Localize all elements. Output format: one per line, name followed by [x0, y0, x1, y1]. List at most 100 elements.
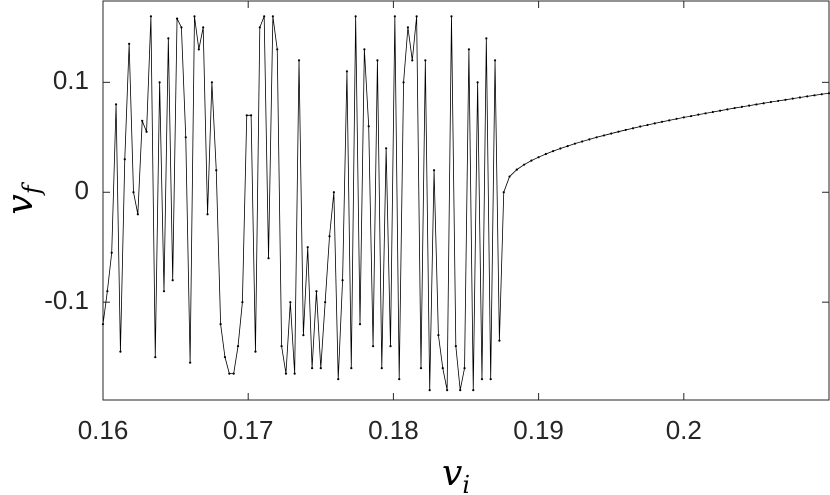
data-point: [697, 113, 700, 116]
data-point: [297, 59, 301, 62]
y-tick-label: -0.1: [44, 285, 89, 315]
data-point: [437, 334, 440, 337]
data-line: [102, 16, 830, 391]
data-point: [385, 147, 388, 150]
data-point: [110, 251, 113, 254]
data-point: [315, 290, 318, 293]
data-point: [123, 158, 126, 161]
data-point: [704, 112, 707, 115]
data-point: [660, 120, 664, 123]
data-point: [740, 105, 743, 108]
data-point: [276, 48, 279, 51]
data-point: [284, 372, 288, 375]
data-point: [411, 59, 414, 62]
data-point: [566, 144, 569, 148]
data-point: [219, 323, 222, 326]
data-point: [467, 48, 471, 51]
data-point: [206, 213, 209, 216]
x-tick-label: 0.16: [78, 415, 129, 445]
data-point: [376, 59, 379, 62]
data-point: [158, 81, 161, 84]
data-point: [552, 150, 555, 153]
data-point: [202, 26, 205, 29]
data-point: [358, 323, 362, 326]
data-point: [119, 350, 122, 353]
data-point: [350, 367, 353, 370]
data-point: [424, 59, 427, 62]
data-point: [106, 290, 109, 293]
data-point: [711, 110, 714, 114]
data-point: [653, 122, 656, 125]
data-point: [581, 140, 584, 143]
data-point: [167, 37, 170, 40]
data-point: [522, 163, 526, 166]
data-point: [101, 323, 105, 326]
data-point: [197, 48, 200, 51]
data-point: [393, 15, 396, 18]
data-point: [450, 15, 453, 18]
data-point: [595, 136, 598, 139]
x-axis-label-main: v: [442, 453, 462, 494]
data-point: [441, 367, 444, 370]
data-point: [389, 345, 392, 348]
data-point: [489, 378, 492, 381]
data-point: [341, 279, 344, 282]
data-point: [493, 59, 497, 62]
data-point: [755, 103, 758, 106]
data-point: [472, 389, 475, 392]
data-point: [689, 114, 693, 118]
data-point: [508, 175, 511, 178]
data-point: [371, 345, 375, 348]
data-point: [302, 334, 305, 337]
data-point: [280, 345, 283, 348]
data-point: [398, 378, 401, 381]
data-point: [646, 123, 649, 127]
data-point: [813, 94, 816, 97]
data-point: [310, 367, 314, 370]
x-tick-label: 0.17: [223, 415, 274, 445]
data-point: [415, 15, 418, 18]
data-point: [624, 128, 627, 132]
data-point: [258, 26, 261, 29]
data-point: [406, 26, 410, 29]
plot-frame: [102, 0, 830, 401]
data-point: [791, 97, 794, 100]
data-point: [236, 345, 240, 348]
data-point: [631, 127, 635, 130]
data-point: [184, 136, 187, 139]
data-point: [784, 98, 787, 101]
data-point: [245, 114, 248, 117]
data-point: [250, 114, 253, 117]
data-point: [254, 350, 257, 353]
data-point: [432, 169, 436, 172]
data-point: [602, 134, 606, 137]
data-point: [827, 92, 830, 95]
data-point: [154, 356, 157, 359]
data-point: [428, 389, 431, 392]
data-point: [215, 169, 218, 172]
data-point: [289, 301, 292, 304]
data-point: [332, 191, 335, 194]
data-point: [193, 15, 196, 18]
data-point: [719, 109, 722, 112]
data-point: [328, 235, 331, 238]
data-point: [498, 339, 501, 342]
data-point: [610, 132, 613, 135]
y-axis-label-sub: f: [18, 181, 46, 196]
data-point: [402, 81, 405, 84]
data-point: [228, 372, 231, 375]
data-point: [419, 367, 423, 370]
data-point: [171, 279, 174, 282]
data-point: [769, 100, 773, 104]
data-point: [480, 378, 484, 381]
data-point: [223, 356, 227, 359]
data-point: [762, 102, 765, 105]
data-point: [485, 37, 488, 40]
data-point: [337, 378, 340, 381]
data-point: [502, 191, 505, 194]
data-point: [806, 95, 809, 98]
data-point: [476, 81, 479, 84]
data-point: [454, 345, 457, 348]
y-tick-label: 0.1: [53, 65, 89, 95]
